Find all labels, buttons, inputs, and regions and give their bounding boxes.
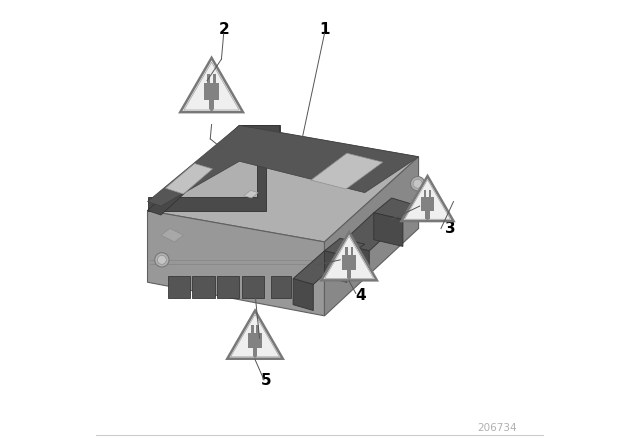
Circle shape <box>253 354 257 358</box>
Polygon shape <box>324 238 365 256</box>
Text: 2: 2 <box>218 22 229 37</box>
Polygon shape <box>227 310 283 359</box>
Polygon shape <box>244 190 258 198</box>
Polygon shape <box>311 153 383 189</box>
Polygon shape <box>324 251 347 282</box>
Polygon shape <box>242 276 264 298</box>
Bar <box>248 333 262 348</box>
Circle shape <box>413 179 422 188</box>
Text: 206734: 206734 <box>477 423 516 433</box>
Polygon shape <box>401 176 454 221</box>
Polygon shape <box>165 164 212 194</box>
Polygon shape <box>293 279 314 310</box>
Polygon shape <box>340 244 369 278</box>
Polygon shape <box>239 125 280 152</box>
Polygon shape <box>192 276 215 298</box>
Bar <box>213 74 216 83</box>
Bar <box>251 325 253 333</box>
Bar <box>207 74 210 83</box>
Circle shape <box>426 217 429 220</box>
Bar <box>351 247 353 254</box>
Bar <box>421 197 434 211</box>
Bar <box>209 100 214 109</box>
Polygon shape <box>148 125 266 211</box>
Bar <box>257 325 259 333</box>
Polygon shape <box>217 276 239 298</box>
Text: 5: 5 <box>261 373 271 388</box>
Polygon shape <box>374 198 419 220</box>
Circle shape <box>210 107 214 111</box>
Text: 4: 4 <box>355 288 365 303</box>
Circle shape <box>155 253 169 267</box>
Polygon shape <box>148 125 419 242</box>
Circle shape <box>348 276 351 279</box>
Bar <box>342 254 356 270</box>
Polygon shape <box>180 58 243 112</box>
Polygon shape <box>271 276 291 298</box>
Circle shape <box>410 177 425 191</box>
Polygon shape <box>148 125 419 206</box>
Polygon shape <box>321 232 377 280</box>
Circle shape <box>157 255 166 264</box>
Polygon shape <box>148 125 280 215</box>
Polygon shape <box>161 228 184 242</box>
Bar <box>347 270 351 278</box>
Bar <box>253 348 257 356</box>
Polygon shape <box>340 213 403 251</box>
Polygon shape <box>374 213 403 246</box>
Polygon shape <box>293 251 345 284</box>
Bar <box>204 83 220 100</box>
Bar <box>429 190 431 197</box>
Polygon shape <box>148 211 324 316</box>
Bar <box>345 247 348 254</box>
Polygon shape <box>324 157 419 316</box>
Polygon shape <box>168 276 190 298</box>
Text: 1: 1 <box>319 22 330 37</box>
Text: 3: 3 <box>445 221 455 236</box>
Bar <box>424 190 426 197</box>
Bar <box>426 211 429 219</box>
